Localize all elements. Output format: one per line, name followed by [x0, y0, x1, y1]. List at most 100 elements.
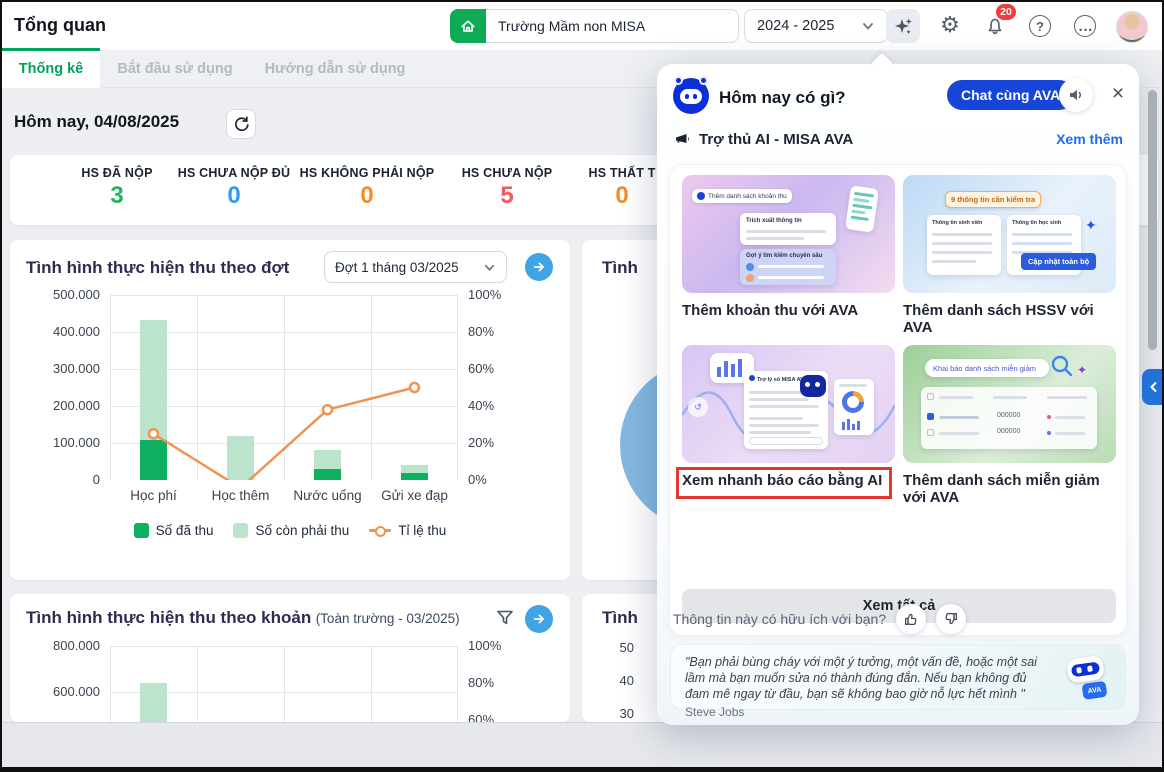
legend-so-con-phai-thu: Số còn phải thu	[233, 523, 349, 538]
y-axis-tick-right: 60%	[468, 361, 495, 376]
page-title: Tổng quan	[14, 15, 106, 35]
bar-da-thu	[401, 472, 428, 480]
ava-logo-icon	[673, 76, 709, 114]
sparkles-icon	[895, 18, 912, 35]
stat-0: HS ĐÃ NỘP 3	[81, 166, 153, 209]
y-axis-tick-right: 100%	[468, 287, 502, 302]
legend-swatch	[233, 523, 249, 538]
tile-them-khoan-thu[interactable]: Thêm danh sách khoản thu Trích xuất thôn…	[682, 175, 895, 319]
tile-illustration: Thêm danh sách khoản thu Trích xuất thôn…	[682, 175, 895, 293]
chart1-plot-area	[110, 295, 458, 480]
page-footer	[2, 722, 1162, 767]
megaphone-icon	[676, 134, 689, 143]
bar-con-phai-thu	[401, 465, 428, 473]
chat-with-ava-button[interactable]: Chat cùng AVA	[947, 80, 1075, 110]
y-axis-tick-left: 800.000	[53, 638, 100, 653]
more-options-button[interactable]: …	[1068, 9, 1102, 43]
tab-bat-dau-su-dung[interactable]: Bắt đầu sử dụng	[117, 61, 233, 77]
ti-le-thu-line	[147, 381, 421, 480]
tile-xem-nhanh-bao-cao[interactable]: Trợ lý số MISA AVA	[676, 345, 895, 499]
robot-face-graphic	[800, 375, 826, 397]
bar-con-phai-thu	[140, 320, 167, 441]
thumbs-up-icon	[905, 613, 917, 625]
close-icon[interactable]: ×	[1111, 82, 1125, 105]
tile-label: Thêm khoản thu với AVA	[682, 302, 859, 319]
chart1-open-report-button[interactable]	[525, 253, 553, 281]
ai-section-title: Trợ thủ AI - MISA AVA	[699, 130, 854, 148]
arrow-right-icon	[533, 262, 544, 272]
y-axis-tick-right: 100%	[468, 638, 502, 653]
funnel-icon	[497, 610, 513, 625]
legend-so-da-thu: Số đã thu	[133, 523, 213, 538]
stat-2: HS KHÔNG PHẢI NỘP 0	[299, 166, 435, 209]
notification-badge: 20	[996, 4, 1016, 20]
chart2-open-report-button[interactable]	[525, 605, 553, 633]
chart2-title: Tình hình thực hiện thu theo khoản	[26, 608, 312, 627]
chart1-period-dropdown[interactable]: Đợt 1 tháng 03/2025	[324, 251, 507, 283]
tab-thong-ke[interactable]: Thống kê	[2, 50, 100, 88]
tile-illustration: Trợ lý số MISA AVA	[682, 345, 895, 463]
search-icon	[1051, 355, 1073, 377]
bar-da-thu	[314, 468, 341, 480]
tile-label: Thêm danh sách miễn giảm với AVA	[903, 472, 1100, 507]
y-axis-tick-left: 200.000	[53, 398, 100, 413]
school-year-select[interactable]: 2024 - 2025	[744, 9, 888, 43]
gridline	[457, 295, 458, 480]
ava-suggestions-container: Thêm danh sách khoản thu Trích xuất thôn…	[669, 164, 1127, 636]
gridline	[284, 295, 285, 480]
quote-author: Steve Jobs	[685, 705, 745, 719]
tab-huong-dan-su-dung[interactable]: Hướng dẫn sử dụng	[264, 61, 406, 77]
see-more-link[interactable]: Xem thêm	[1056, 131, 1123, 147]
active-module-indicator	[2, 48, 100, 51]
chart2-subtitle: (Toàn trường - 03/2025)	[315, 611, 460, 626]
chat-mockup: Trợ lý số MISA AVA	[744, 371, 828, 449]
y-axis-tick-right: 60%	[468, 712, 495, 722]
gridline	[110, 646, 111, 722]
thumbs-up-button[interactable]	[896, 604, 927, 634]
y-axis-tick-right: 80%	[468, 324, 495, 339]
chart1-title: Tình hình thực hiện thu theo đợt	[26, 258, 290, 277]
y-axis-tick-left: 500.000	[53, 287, 100, 302]
thumbs-down-button[interactable]	[936, 604, 967, 634]
bar-da-thu	[140, 440, 167, 480]
avatar[interactable]	[1116, 11, 1148, 43]
tile-them-danh-sach-hssv[interactable]: 9 thông tin cần kiểm tra Thông tin sinh …	[903, 175, 1116, 337]
clock-graphic: ↺	[688, 397, 708, 417]
tile-label: Thêm danh sách HSSV với AVA	[903, 302, 1094, 337]
chevron-left-icon	[1150, 382, 1157, 392]
chart2-plot-area	[110, 646, 458, 722]
settings-button[interactable]: ⚙	[933, 9, 967, 43]
chart2-filter-button[interactable]	[494, 607, 516, 629]
y-axis-tick-right: 0%	[468, 472, 487, 487]
hidden-card-title: Tình	[602, 258, 638, 277]
school-year-value: 2024 - 2025	[757, 18, 835, 34]
refresh-icon	[235, 116, 249, 132]
stat-3: HS CHƯA NỘP 5	[461, 166, 553, 209]
sparkle-icon: ✦	[1077, 363, 1088, 377]
notifications-button[interactable]: 20	[978, 4, 1016, 43]
page-scrollbar[interactable]	[1148, 90, 1157, 350]
hidden-card-title: Tình	[602, 608, 638, 627]
refresh-button[interactable]	[226, 109, 256, 139]
help-button[interactable]: ?	[1023, 9, 1057, 43]
speaker-icon	[1070, 89, 1082, 101]
school-name[interactable]: Trường Mầm non MISA	[486, 9, 739, 43]
bar-con-phai-thu	[314, 450, 341, 469]
school-selector[interactable]: Trường Mầm non MISA	[450, 9, 739, 43]
voice-button[interactable]	[1059, 78, 1093, 112]
y-axis-tick-left: 100.000	[53, 435, 100, 450]
y-axis-tick-left: 600.000	[53, 684, 100, 699]
collapse-side-tab[interactable]	[1142, 369, 1162, 405]
bar-con-phai-thu	[140, 682, 167, 722]
y-axis-tick-left: 300.000	[53, 361, 100, 376]
chevron-down-icon	[484, 264, 495, 271]
tile-illustration: 9 thông tin cần kiểm tra Thông tin sinh …	[903, 175, 1116, 293]
feedback-question: Thông tin này có hữu ích với bạn?	[673, 611, 887, 627]
popup-title: Hôm nay có gì?	[719, 88, 846, 107]
quote-card: "Bạn phải bùng cháy với một ý tưởng, một…	[670, 644, 1126, 719]
tile-them-danh-sach-mien-giam[interactable]: Khai báo danh sách miễn giảm ✦ 000000	[903, 345, 1116, 507]
x-axis-label: Gửi xe đạp	[381, 488, 448, 503]
ai-sparkles-button[interactable]	[886, 9, 920, 43]
